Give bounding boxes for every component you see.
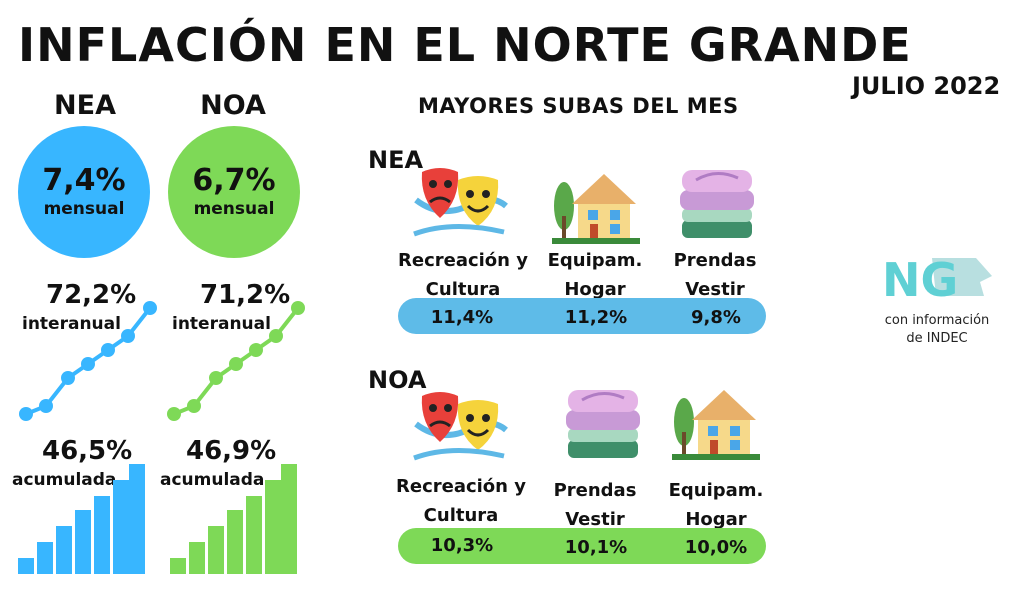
subas-nea-cat-2-line2: Hogar: [564, 279, 626, 300]
nea-mensual-label: mensual: [43, 199, 125, 219]
page-title: INFLACIÓN EN EL NORTE GRANDE: [18, 18, 912, 72]
logo-caption-line2: de INDEC: [906, 331, 968, 346]
ng-logo-icon: NG: [882, 253, 992, 304]
date-label: JULIO 2022: [852, 72, 1001, 100]
noa-acumulada-label: acumulada: [160, 470, 265, 490]
nea-heading: NEA: [54, 90, 116, 121]
subas-noa-value-3: 10,0%: [684, 537, 748, 558]
subas-nea-cat-3-line1: Prendas: [673, 250, 757, 271]
subas-nea-cat-1-line1: Recreación y: [398, 250, 528, 271]
folded-clothes-icon: [680, 170, 754, 238]
section-title: MAYORES SUBAS DEL MES: [418, 94, 739, 118]
nea-acumulada-label: acumulada: [12, 470, 117, 490]
noa-bar-chart-icon: [170, 464, 297, 574]
nea-interanual-value: 72,2%: [46, 280, 137, 310]
subas-nea-cat-1-line2: Cultura: [425, 279, 501, 300]
nea-mensual-value: 7,4%: [42, 163, 126, 198]
noa-mensual-label: mensual: [193, 199, 275, 219]
subas-noa-cat-3-line2: Hogar: [685, 509, 747, 530]
noa-interanual-label: interanual: [172, 314, 271, 334]
nea-bar-chart-icon: [18, 464, 145, 574]
nea-interanual-label: interanual: [22, 314, 121, 334]
folded-clothes-icon: [566, 390, 640, 458]
subas-nea-cat-1: Recreación y Cultura: [388, 246, 538, 304]
subas-noa-cat-1: Recreación y Cultura: [386, 472, 536, 530]
subas-nea-cat-3: Prendas Vestir: [640, 246, 790, 304]
subas-nea-values-bar: [398, 298, 766, 334]
logo-caption: con información de INDEC: [862, 312, 1012, 348]
subas-noa-cat-3: Equipam. Hogar: [641, 476, 791, 534]
subas-noa-label: NOA: [368, 366, 427, 394]
subas-noa-cat-2-line2: Vestir: [565, 509, 625, 530]
noa-mensual-circle: 6,7% mensual: [168, 126, 300, 258]
subas-noa-cat-1-line2: Cultura: [423, 505, 499, 526]
ng-logo-text: NG: [882, 253, 958, 304]
house-icon: [552, 174, 640, 244]
subas-nea-value-2: 11,2%: [564, 307, 628, 328]
nea-mensual-circle: 7,4% mensual: [18, 126, 150, 258]
house-icon: [672, 390, 760, 460]
noa-trend-line-icon: [167, 301, 305, 421]
subas-nea-cat-2-line1: Equipam.: [547, 250, 643, 271]
logo-caption-line1: con información: [884, 313, 990, 328]
subas-nea-label: NEA: [368, 146, 424, 174]
noa-heading: NOA: [200, 90, 266, 121]
subas-nea-value-1: 11,4%: [430, 307, 494, 328]
subas-noa-values-bar: [398, 528, 766, 564]
theater-masks-icon: [413, 168, 508, 237]
subas-noa-cat-2: Prendas Vestir: [520, 476, 670, 534]
subas-noa-cat-2-line1: Prendas: [553, 480, 637, 501]
subas-noa-cat-1-line1: Recreación y: [396, 476, 526, 497]
subas-noa-value-2: 10,1%: [564, 537, 628, 558]
subas-nea-cat-2: Equipam. Hogar: [520, 246, 670, 304]
noa-interanual-value: 71,2%: [200, 280, 291, 310]
subas-noa-value-1: 10,3%: [430, 535, 494, 556]
noa-acumulada-value: 46,9%: [186, 436, 277, 466]
subas-noa-cat-3-line1: Equipam.: [668, 480, 764, 501]
theater-masks-icon: [413, 392, 508, 461]
subas-nea-value-3: 9,8%: [691, 307, 741, 328]
noa-mensual-value: 6,7%: [192, 163, 276, 198]
nea-trend-line-icon: [19, 301, 157, 421]
nea-acumulada-value: 46,5%: [42, 436, 133, 466]
subas-nea-cat-3-line2: Vestir: [685, 279, 745, 300]
